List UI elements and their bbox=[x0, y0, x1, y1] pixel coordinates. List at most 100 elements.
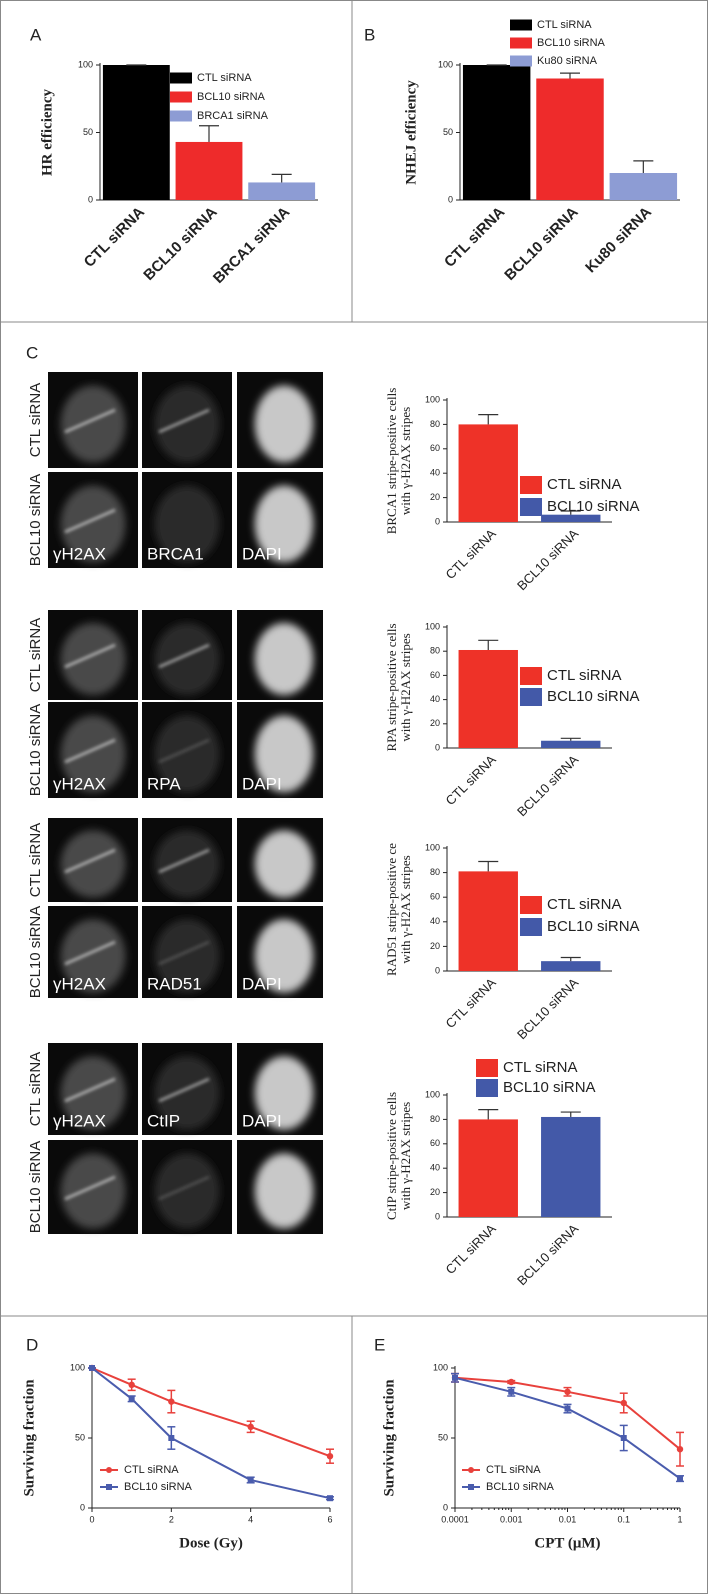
channel-label: γH2AX bbox=[53, 1111, 106, 1130]
damage-stripe bbox=[158, 940, 210, 966]
bar bbox=[102, 65, 170, 200]
x-tick-label: 2 bbox=[169, 1514, 174, 1524]
legend-marker bbox=[468, 1467, 474, 1473]
row-label: BCL10 siRNA bbox=[27, 906, 44, 999]
legend-swatch bbox=[520, 918, 542, 936]
channel-label: DAPI bbox=[242, 1111, 282, 1130]
legend-swatch bbox=[510, 37, 532, 49]
legend-label: CTL siRNA bbox=[547, 896, 621, 913]
y-axis-label: with γ-H2AX stripes bbox=[398, 1102, 413, 1210]
x-tick-label: 0.1 bbox=[617, 1514, 630, 1524]
bar bbox=[541, 514, 601, 522]
bar bbox=[458, 1119, 518, 1217]
channel-label: γH2AX bbox=[53, 974, 106, 993]
legend-swatch bbox=[476, 1079, 498, 1097]
legend-swatch bbox=[510, 19, 532, 31]
y-tick-label: 0 bbox=[435, 1211, 440, 1221]
panel-label: B bbox=[364, 25, 375, 44]
y-tick-label: 60 bbox=[430, 892, 440, 902]
legend-label: BCL10 siRNA bbox=[547, 918, 640, 935]
nucleus bbox=[254, 485, 314, 563]
nucleus bbox=[254, 1153, 314, 1229]
row-label: CTL siRNA bbox=[27, 618, 44, 692]
legend-label: CTL siRNA bbox=[547, 476, 621, 493]
marker bbox=[508, 1378, 515, 1386]
damage-stripe bbox=[64, 643, 116, 669]
y-tick-label: 0 bbox=[435, 965, 440, 975]
y-tick-label: 0 bbox=[435, 516, 440, 526]
nucleus bbox=[60, 715, 126, 793]
y-tick-label: 40 bbox=[430, 916, 440, 926]
nucleus bbox=[60, 623, 126, 695]
row-label: BCL10 siRNA bbox=[27, 474, 44, 567]
y-axis-label: Surviving fraction bbox=[381, 1379, 397, 1497]
x-tick-label: 4 bbox=[248, 1514, 253, 1524]
x-tick-label: BCL10 siRNA bbox=[514, 526, 582, 594]
damage-stripe bbox=[158, 643, 210, 669]
damage-stripe bbox=[64, 1175, 116, 1201]
panel-label: C bbox=[26, 343, 38, 362]
marker bbox=[128, 1381, 135, 1389]
y-tick-label: 0 bbox=[443, 1502, 448, 1512]
channel-label: DAPI bbox=[242, 774, 282, 793]
marker bbox=[620, 1435, 627, 1441]
y-tick-label: 0 bbox=[80, 1502, 85, 1512]
nucleus bbox=[154, 1056, 220, 1130]
nucleus bbox=[154, 919, 220, 993]
damage-stripe bbox=[64, 848, 116, 874]
bar bbox=[541, 740, 601, 748]
y-axis-label: RAD51 stripe-positive ce bbox=[384, 843, 399, 976]
marker bbox=[620, 1399, 627, 1407]
legend-label: BCL10 siRNA bbox=[547, 498, 640, 515]
row-label: CTL siRNA bbox=[27, 823, 44, 897]
y-tick-label: 50 bbox=[75, 1432, 85, 1442]
marker bbox=[326, 1453, 334, 1460]
legend-marker bbox=[106, 1467, 112, 1473]
nucleus bbox=[254, 830, 314, 898]
bar bbox=[458, 649, 518, 748]
y-tick-label: 20 bbox=[430, 492, 440, 502]
nucleus bbox=[154, 623, 220, 695]
legend-label: CTL siRNA bbox=[537, 19, 592, 31]
damage-stripe bbox=[158, 1077, 210, 1103]
x-tick-label: Ku80 siRNA bbox=[582, 203, 655, 276]
y-tick-label: 40 bbox=[430, 468, 440, 478]
x-tick-label: 6 bbox=[327, 1514, 332, 1524]
damage-stripe bbox=[158, 848, 210, 874]
channel-label: γH2AX bbox=[53, 544, 106, 563]
damage-stripe bbox=[158, 408, 210, 434]
marker bbox=[327, 1495, 333, 1502]
nucleus bbox=[154, 485, 220, 563]
y-tick-label: 20 bbox=[430, 941, 440, 951]
legend-swatch bbox=[476, 1059, 498, 1077]
y-tick-label: 100 bbox=[70, 1362, 85, 1372]
y-axis-label: CtIP stripe-positive cells bbox=[384, 1092, 399, 1220]
damage-stripe bbox=[64, 738, 116, 764]
y-tick-label: 100 bbox=[425, 842, 440, 852]
y-axis-label: BRCA1 stripe-positive cells bbox=[384, 388, 399, 535]
x-tick-label: CTL siRNA bbox=[443, 975, 499, 1031]
row-label: BCL10 siRNA bbox=[27, 704, 44, 797]
row-label: CTL siRNA bbox=[27, 383, 44, 457]
legend-label: BCL10 siRNA bbox=[486, 1481, 555, 1493]
marker bbox=[247, 1477, 254, 1483]
y-tick-label: 50 bbox=[438, 1432, 448, 1442]
x-tick-label: BCL10 siRNA bbox=[501, 203, 582, 284]
legend-label: CTL siRNA bbox=[197, 72, 252, 84]
marker bbox=[168, 1398, 175, 1405]
x-tick-label: 0.01 bbox=[559, 1514, 577, 1524]
legend-label: BCL10 siRNA bbox=[503, 1079, 596, 1096]
x-tick-label: 1 bbox=[677, 1514, 682, 1524]
y-tick-label: 0 bbox=[88, 194, 93, 204]
y-axis-label: HR efficiency bbox=[39, 88, 55, 176]
y-tick-label: 100 bbox=[425, 394, 440, 404]
nucleus bbox=[154, 385, 220, 463]
y-tick-label: 80 bbox=[430, 646, 440, 656]
x-tick-label: 0.0001 bbox=[441, 1514, 469, 1524]
channel-label: DAPI bbox=[242, 974, 282, 993]
x-tick-label: CTL siRNA bbox=[443, 526, 499, 582]
bar bbox=[536, 78, 604, 200]
bar bbox=[458, 424, 518, 522]
legend-swatch bbox=[520, 896, 542, 914]
legend-marker bbox=[106, 1484, 112, 1490]
